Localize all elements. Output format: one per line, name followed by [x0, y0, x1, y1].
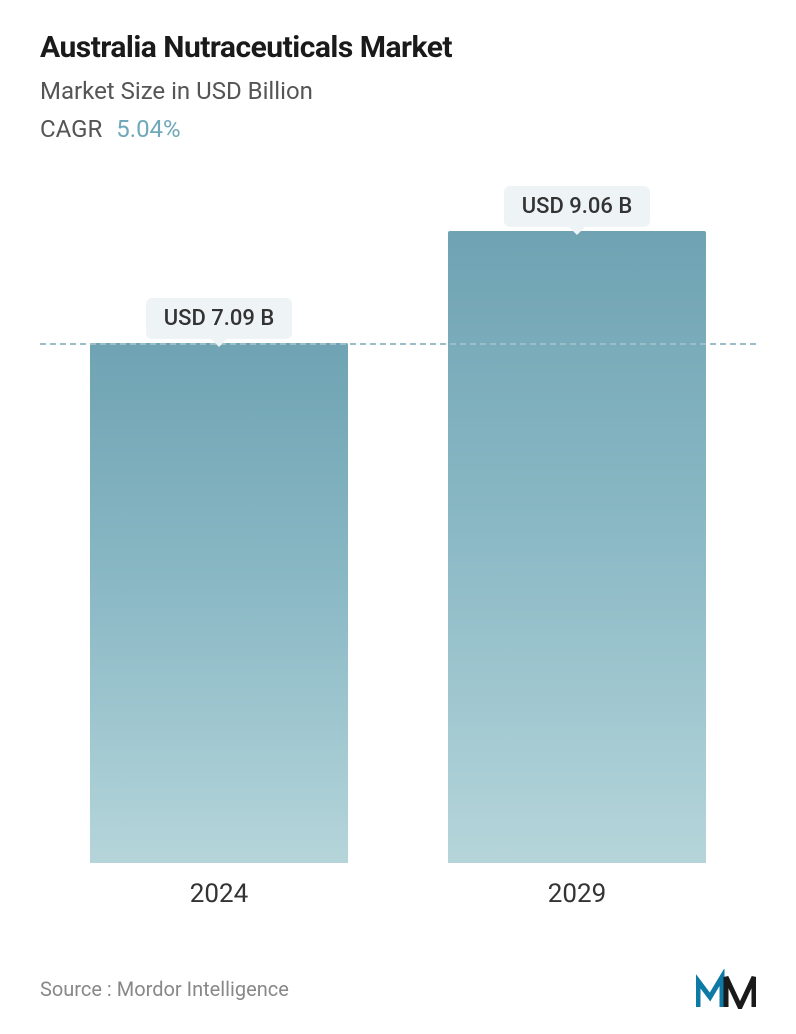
- bar-value-label: USD 9.06 B: [504, 186, 651, 227]
- mordor-logo-icon: [696, 969, 756, 1009]
- chart-container: Australia Nutraceuticals Market Market S…: [0, 0, 796, 1034]
- bar-value-label: USD 7.09 B: [146, 298, 293, 339]
- chart-area: USD 7.09 B2024 USD 9.06 B2029: [70, 183, 726, 863]
- source-name: Mordor Intelligence: [117, 977, 289, 1001]
- cagr-label: CAGR: [40, 115, 102, 143]
- bar-year-label: 2024: [190, 879, 248, 909]
- source-label: Source :: [40, 977, 112, 1001]
- chart-subtitle: Market Size in USD Billion: [40, 77, 756, 105]
- bar-wrapper-2024: USD 7.09 B2024: [90, 298, 348, 863]
- chart-title: Australia Nutraceuticals Market: [40, 30, 756, 65]
- cagr-row: CAGR 5.04%: [40, 115, 756, 143]
- chart-footer: Source : Mordor Intelligence: [40, 969, 756, 1009]
- bar-wrapper-2029: USD 9.06 B2029: [448, 186, 706, 863]
- bar: [448, 231, 706, 863]
- bar-year-label: 2029: [548, 879, 606, 909]
- bar: [90, 343, 348, 863]
- bars-container: USD 7.09 B2024 USD 9.06 B2029: [70, 183, 726, 863]
- source-text: Source : Mordor Intelligence: [40, 977, 289, 1001]
- reference-line: [40, 343, 756, 345]
- cagr-value: 5.04%: [116, 115, 180, 143]
